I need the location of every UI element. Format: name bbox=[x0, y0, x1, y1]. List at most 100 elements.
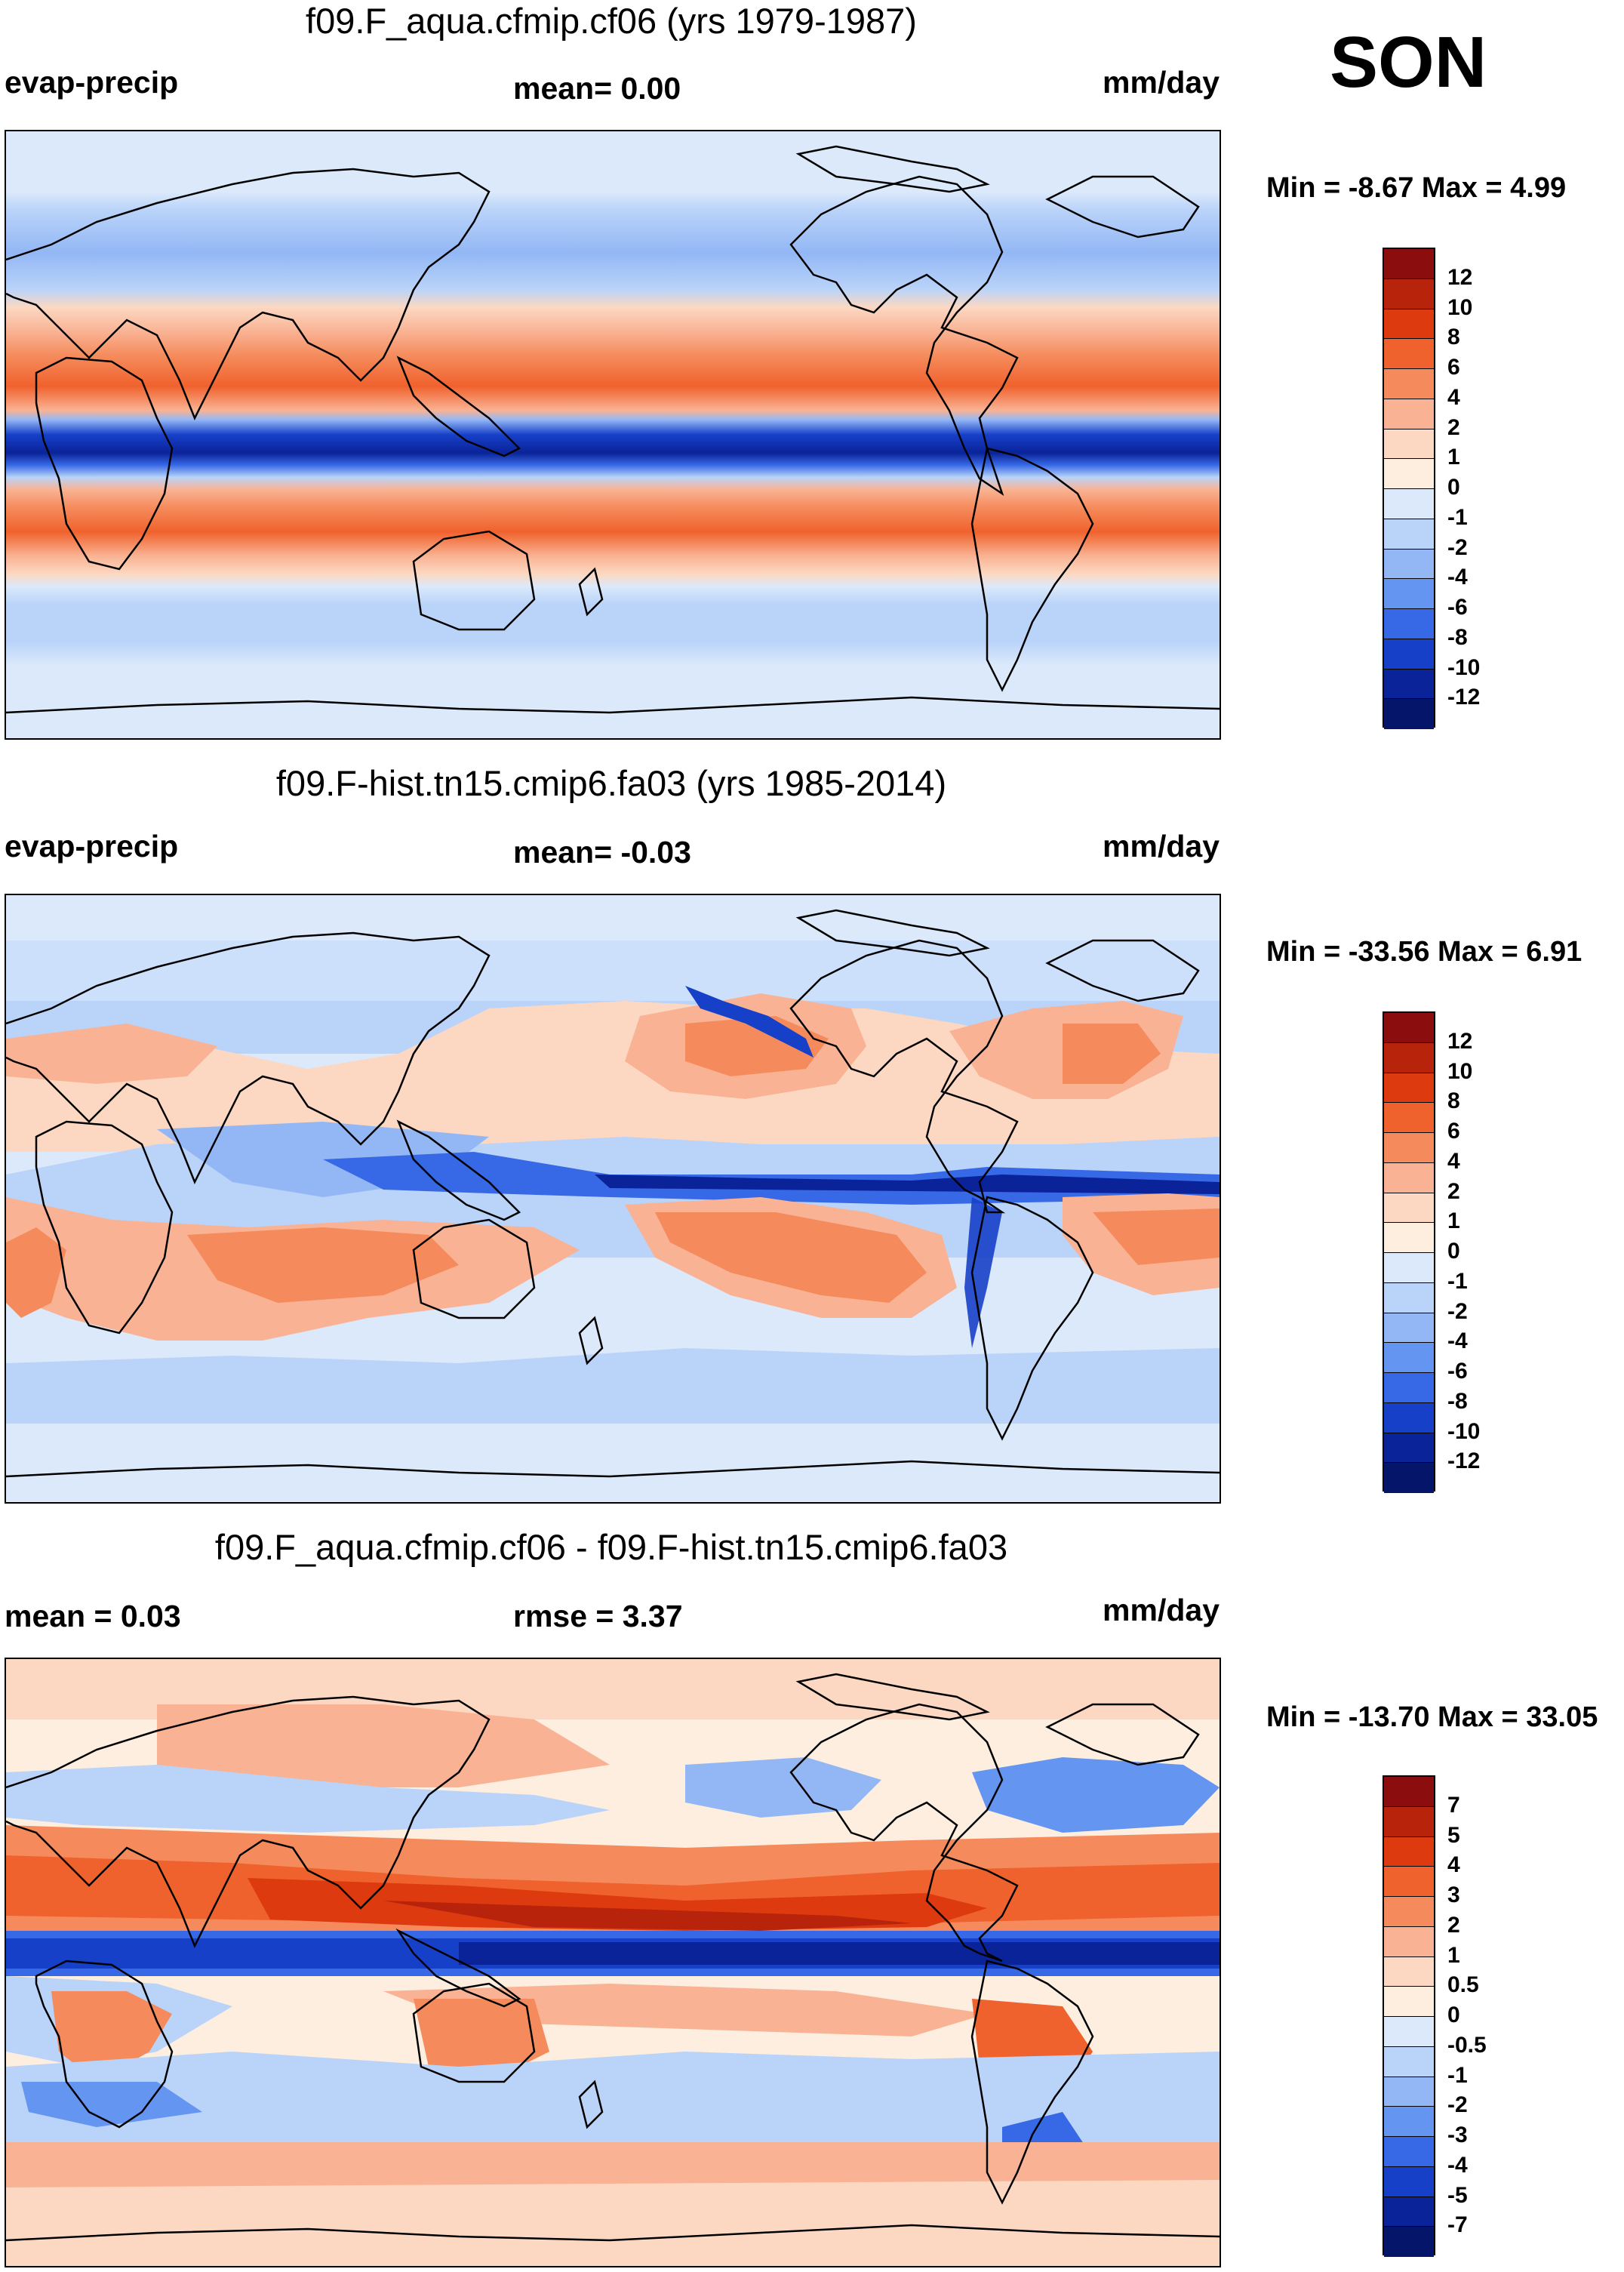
panel-2-colorbar-swatch bbox=[1384, 1282, 1434, 1313]
panel-2-colorbar-swatch bbox=[1384, 1223, 1434, 1253]
panel-3-colorbar-swatch bbox=[1384, 2046, 1434, 2077]
colorbar-tick-label: -2 bbox=[1447, 2092, 1468, 2117]
panel-3-rmse-label: rmse = 3.37 bbox=[513, 1599, 683, 1633]
colorbar-tick-label: 5 bbox=[1447, 1823, 1460, 1848]
panel-3-colorbar-swatch bbox=[1384, 2107, 1434, 2137]
panel-2-colorbar-swatch bbox=[1384, 1013, 1434, 1043]
panel-1-colorbar-swatch bbox=[1384, 429, 1434, 460]
colorbar-tick-label: 4 bbox=[1447, 385, 1460, 410]
colorbar-tick-label: -4 bbox=[1447, 565, 1468, 590]
panel-3-colorbar-swatch bbox=[1384, 1806, 1434, 1837]
panel-2-variable-label: evap-precip bbox=[5, 829, 179, 864]
panel-3-title: f09.F_aqua.cfmip.cf06 - f09.F-hist.tn15.… bbox=[214, 1527, 1008, 1567]
colorbar-tick-label: -12 bbox=[1447, 685, 1481, 710]
panel-3-colorbar-swatch bbox=[1384, 1777, 1434, 1807]
colorbar-tick-label: 1 bbox=[1447, 1943, 1460, 1968]
colorbar-tick-label: 12 bbox=[1447, 265, 1473, 290]
colorbar-tick-label: 4 bbox=[1447, 1149, 1460, 1174]
panel-2-title: f09.F-hist.tn15.cmip6.fa03 (yrs 1985-201… bbox=[275, 763, 947, 803]
colorbar-tick-label: -8 bbox=[1447, 1389, 1468, 1414]
panel-2-colorbar-swatch bbox=[1384, 1463, 1434, 1493]
colorbar-tick-label: -8 bbox=[1447, 625, 1468, 650]
panel-1-colorbar-swatch bbox=[1384, 489, 1434, 519]
difference-evap-precip-map bbox=[5, 1658, 1221, 2267]
panel-2-colorbar-swatch bbox=[1384, 1313, 1434, 1344]
colorbar-tick-label: 8 bbox=[1447, 1088, 1460, 1113]
panel-3-colorbar-swatch bbox=[1384, 2166, 1434, 2197]
panel-1-colorbar-swatch bbox=[1384, 459, 1434, 489]
panel-1-colorbar-swatch bbox=[1384, 609, 1434, 639]
colorbar-tick-label: 0 bbox=[1447, 2003, 1460, 2027]
panel-3-colorbar-swatch bbox=[1384, 1926, 1434, 1957]
colorbar-tick-label: -4 bbox=[1447, 2153, 1468, 2178]
colorbar-tick-label: -0.5 bbox=[1447, 2033, 1487, 2058]
colorbar-tick-label: -2 bbox=[1447, 1299, 1468, 1324]
panel-1-colorbar-swatch bbox=[1384, 369, 1434, 399]
colorbar-tick-label: 10 bbox=[1447, 1059, 1473, 1084]
panel-1-colorbar-swatch bbox=[1384, 519, 1434, 550]
colorbar-tick-label: 2 bbox=[1447, 415, 1460, 440]
panel-3-colorbar-swatch bbox=[1384, 1836, 1434, 1867]
panel-2-mean-label: mean= -0.03 bbox=[513, 835, 691, 870]
colorbar-tick-label: -7 bbox=[1447, 2212, 1468, 2237]
panel-2-colorbar-swatch bbox=[1384, 1103, 1434, 1133]
colorbar-tick-label: -5 bbox=[1447, 2183, 1468, 2208]
panel-1-colorbar-swatch bbox=[1384, 339, 1434, 369]
colorbar-tick-label: -2 bbox=[1447, 535, 1468, 560]
colorbar-tick-label: -6 bbox=[1447, 1359, 1468, 1384]
panel-2-colorbar-swatch bbox=[1384, 1433, 1434, 1464]
panel-3-colorbar-swatch bbox=[1384, 1897, 1434, 1927]
colorbar-tick-label: 0 bbox=[1447, 1239, 1460, 1264]
colorbar-tick-label: -6 bbox=[1447, 595, 1468, 620]
panel-2-colorbar bbox=[1383, 1011, 1435, 1493]
panel-1-colorbar-swatch bbox=[1384, 579, 1434, 609]
panel-3-colorbar-swatch bbox=[1384, 2227, 1434, 2257]
colorbar-tick-label: 6 bbox=[1447, 355, 1460, 380]
panel-1-units-label: mm/day bbox=[1103, 65, 1220, 100]
panel-3-colorbar-swatch bbox=[1384, 2017, 1434, 2047]
panel-3-mean-label: mean = 0.03 bbox=[5, 1599, 181, 1633]
colorbar-tick-label: 2 bbox=[1447, 1913, 1460, 1938]
colorbar-tick-label: 0.5 bbox=[1447, 1972, 1479, 1997]
colorbar-tick-label: 8 bbox=[1447, 325, 1460, 349]
panel-1-mean-label: mean= 0.00 bbox=[513, 71, 681, 106]
panel-2-colorbar-swatch bbox=[1384, 1343, 1434, 1373]
panel-3-colorbar-swatch bbox=[1384, 2077, 1434, 2107]
colorbar-tick-label: -3 bbox=[1447, 2123, 1468, 2147]
panel-2-colorbar-swatch bbox=[1384, 1162, 1434, 1193]
panel-1-colorbar-swatch bbox=[1384, 639, 1434, 670]
panel-1-title: f09.F_aqua.cfmip.cf06 (yrs 1979-1987) bbox=[306, 1, 917, 41]
colorbar-tick-label: -1 bbox=[1447, 505, 1468, 530]
panel-1-colorbar-swatch bbox=[1384, 309, 1434, 340]
panel-2-colorbar-swatch bbox=[1384, 1193, 1434, 1224]
panel-3-colorbar-swatch bbox=[1384, 1867, 1434, 1897]
colorbar-tick-label: 1 bbox=[1447, 445, 1460, 469]
panel-3-units-label: mm/day bbox=[1103, 1593, 1220, 1627]
colorbar-tick-label: -10 bbox=[1447, 655, 1481, 680]
panel-3-colorbar-swatch bbox=[1384, 1987, 1434, 2017]
panel-3-colorbar-swatch bbox=[1384, 2137, 1434, 2167]
colorbar-tick-label: 10 bbox=[1447, 295, 1473, 320]
colorbar-tick-label: -4 bbox=[1447, 1328, 1468, 1353]
panel-2-units-label: mm/day bbox=[1103, 829, 1220, 864]
panel-1-colorbar-swatch bbox=[1384, 249, 1434, 279]
panel-1-colorbar-swatch bbox=[1384, 669, 1434, 700]
colorbar-tick-label: 7 bbox=[1447, 1793, 1460, 1818]
panel-2-colorbar-swatch bbox=[1384, 1373, 1434, 1403]
panel-2-colorbar-swatch bbox=[1384, 1133, 1434, 1163]
panel-3-colorbar-swatch bbox=[1384, 2197, 1434, 2227]
panel-2-min-max: Min = -33.56 Max = 6.91 bbox=[1266, 936, 1582, 968]
colorbar-tick-label: 4 bbox=[1447, 1852, 1460, 1877]
colorbar-tick-label: -1 bbox=[1447, 1269, 1468, 1294]
colorbar-tick-label: 6 bbox=[1447, 1119, 1460, 1144]
colorbar-tick-label: 1 bbox=[1447, 1208, 1460, 1233]
historical-evap-precip-map bbox=[5, 894, 1221, 1504]
panel-1-colorbar-swatch bbox=[1384, 549, 1434, 580]
panel-1-colorbar bbox=[1383, 248, 1435, 729]
panel-3-colorbar-swatch bbox=[1384, 1956, 1434, 1987]
panel-2-colorbar-swatch bbox=[1384, 1402, 1434, 1433]
colorbar-tick-label: 3 bbox=[1447, 1883, 1460, 1907]
panel-3-colorbar bbox=[1383, 1775, 1435, 2257]
panel-2-colorbar-swatch bbox=[1384, 1073, 1434, 1104]
panel-1-min-max: Min = -8.67 Max = 4.99 bbox=[1266, 172, 1567, 204]
